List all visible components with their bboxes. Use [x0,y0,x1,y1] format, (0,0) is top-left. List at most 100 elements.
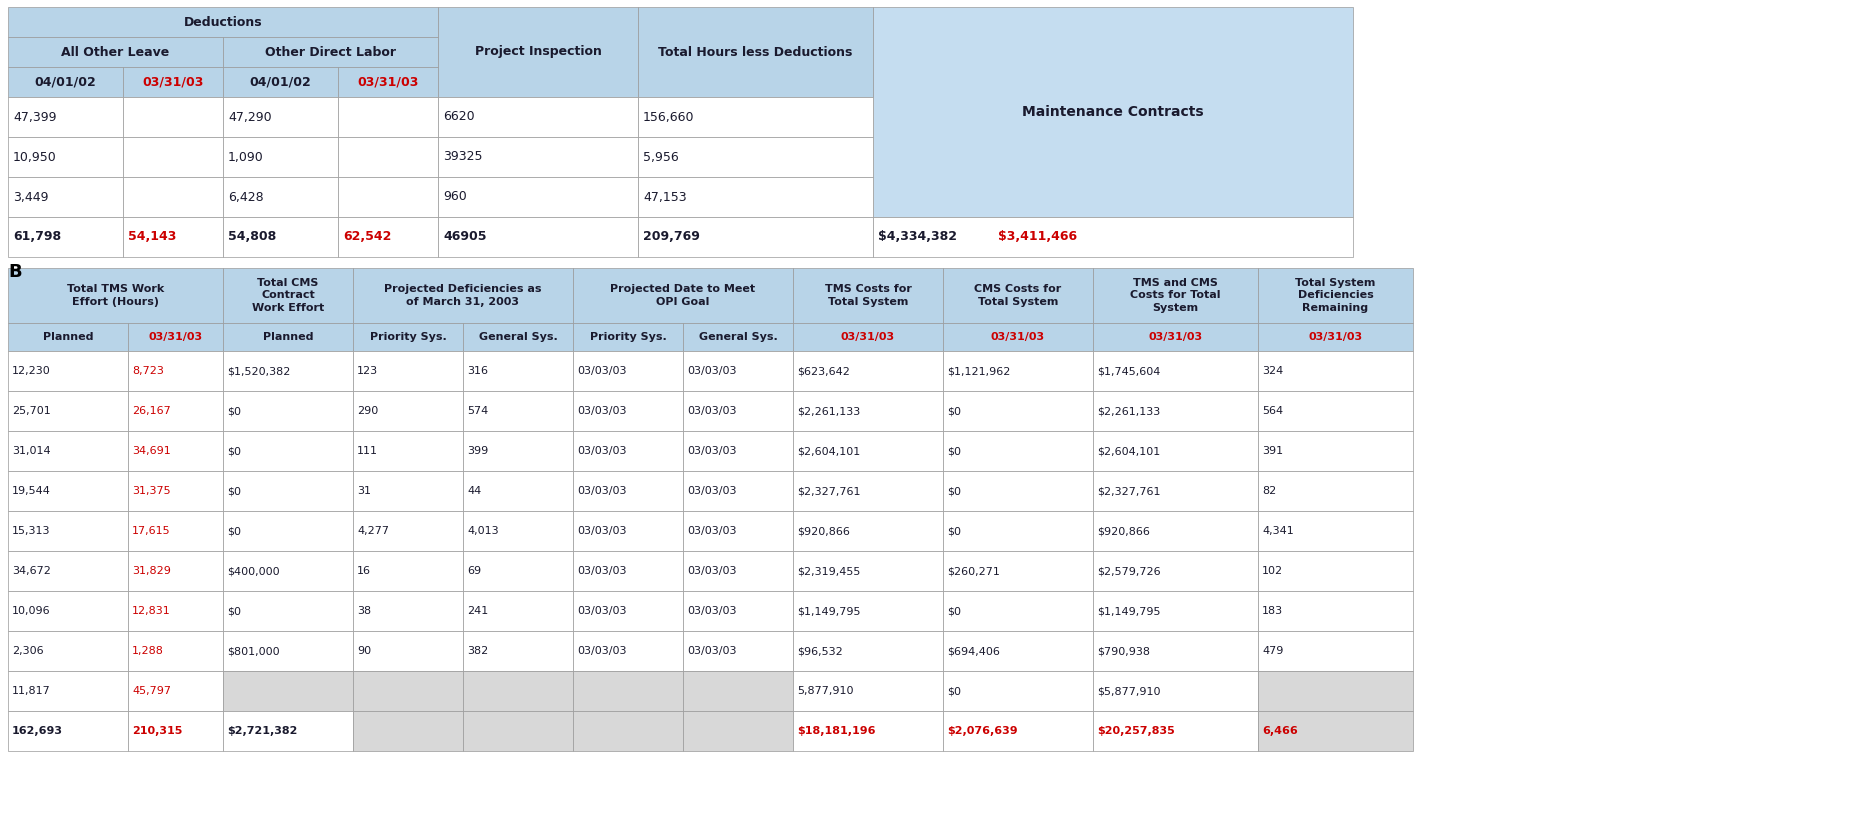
Text: 54,143: 54,143 [128,230,177,243]
Bar [639,7,873,97]
Bar [573,591,683,631]
Text: 34,672: 34,672 [11,566,50,576]
Bar [1093,391,1259,431]
Text: 03/31/03: 03/31/03 [358,76,419,88]
Text: 04/01/02: 04/01/02 [250,76,311,88]
Text: 162,693: 162,693 [11,726,63,736]
Bar [223,551,354,591]
Text: 382: 382 [467,646,488,656]
Text: $0: $0 [948,686,961,696]
Bar [438,137,639,177]
Text: $623,642: $623,642 [797,366,849,376]
Bar [942,323,1093,351]
Bar [1259,711,1413,751]
Bar [1259,351,1413,391]
Bar [223,511,354,551]
Bar [223,631,354,671]
Text: $790,938: $790,938 [1097,646,1151,656]
Bar [223,323,354,351]
Bar [942,431,1093,471]
Text: 1,090: 1,090 [227,150,264,164]
Bar [354,351,464,391]
Text: 34,691: 34,691 [132,446,171,456]
Text: 210,315: 210,315 [132,726,182,736]
Bar [464,551,573,591]
Text: $260,271: $260,271 [948,566,1000,576]
Bar [683,471,793,511]
Text: 31,829: 31,829 [132,566,171,576]
Bar [464,711,573,751]
Bar [223,471,354,511]
Bar [683,711,793,751]
Bar [683,671,793,711]
Bar [942,511,1093,551]
Bar [223,591,354,631]
Bar [7,671,128,711]
Text: 03/03/03: 03/03/03 [577,406,626,416]
Bar [1093,551,1259,591]
Bar [7,551,128,591]
Text: 03/31/03: 03/31/03 [991,332,1045,342]
Bar [7,268,223,323]
Text: 10,950: 10,950 [13,150,56,164]
Bar [354,631,464,671]
Text: 03/03/03: 03/03/03 [577,446,626,456]
Bar [1259,511,1413,551]
Text: 6,466: 6,466 [1262,726,1298,736]
Bar [942,591,1093,631]
Text: $0: $0 [948,406,961,416]
Bar [1093,471,1259,511]
Text: $0: $0 [227,486,240,496]
Bar [438,217,639,257]
Bar [639,217,873,257]
Bar [683,551,793,591]
Text: 17,615: 17,615 [132,526,171,536]
Bar [464,391,573,431]
Bar [683,431,793,471]
Text: 03/03/03: 03/03/03 [687,606,737,616]
Text: 82: 82 [1262,486,1275,496]
Bar [128,391,223,431]
Text: 479: 479 [1262,646,1283,656]
Text: $2,319,455: $2,319,455 [797,566,860,576]
Text: 03/03/03: 03/03/03 [577,606,626,616]
Text: 4,341: 4,341 [1262,526,1294,536]
Text: 04/01/02: 04/01/02 [35,76,97,88]
Text: $1,121,962: $1,121,962 [948,366,1011,376]
Text: 5,956: 5,956 [642,150,680,164]
Text: 12,230: 12,230 [11,366,50,376]
Bar [464,431,573,471]
Text: Planned: Planned [43,332,93,342]
Text: Projected Deficiencies as
of March 31, 2003: Projected Deficiencies as of March 31, 2… [384,284,542,307]
Text: 574: 574 [467,406,488,416]
Bar [7,97,123,137]
Bar [438,97,639,137]
Text: 03/03/03: 03/03/03 [687,446,737,456]
Text: 90: 90 [358,646,371,656]
Bar [1093,351,1259,391]
Text: 290: 290 [358,406,378,416]
Bar [128,591,223,631]
Bar [573,391,683,431]
Bar [793,431,942,471]
Text: 03/31/03: 03/31/03 [149,332,203,342]
Bar [1093,323,1259,351]
Text: $2,076,639: $2,076,639 [948,726,1019,736]
Text: General Sys.: General Sys. [479,332,557,342]
Bar [573,671,683,711]
Text: $2,604,101: $2,604,101 [797,446,860,456]
Bar [128,711,223,751]
Text: 31: 31 [358,486,371,496]
Text: Total CMS
Contract
Work Effort: Total CMS Contract Work Effort [251,278,324,313]
Text: 1,288: 1,288 [132,646,164,656]
Bar [464,591,573,631]
Bar [1259,471,1413,511]
Bar [1093,711,1259,751]
Bar [1259,591,1413,631]
Bar [354,591,464,631]
Text: 8,723: 8,723 [132,366,164,376]
Bar [128,511,223,551]
Text: 10,096: 10,096 [11,606,50,616]
Text: $0: $0 [227,406,240,416]
Bar [128,631,223,671]
